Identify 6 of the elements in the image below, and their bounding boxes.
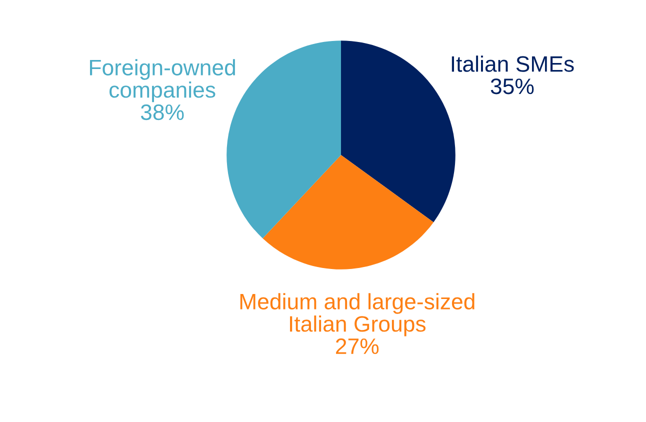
data-label: 27% (336, 338, 379, 354)
data-label: 38% (140, 104, 184, 120)
slice-label: Medium and large-sized Italian Groups (240, 293, 474, 336)
slice-label: Italian SMEs (452, 56, 574, 72)
data-label: 35% (490, 78, 534, 94)
slice-label: Foreign-owned companies (90, 59, 235, 102)
